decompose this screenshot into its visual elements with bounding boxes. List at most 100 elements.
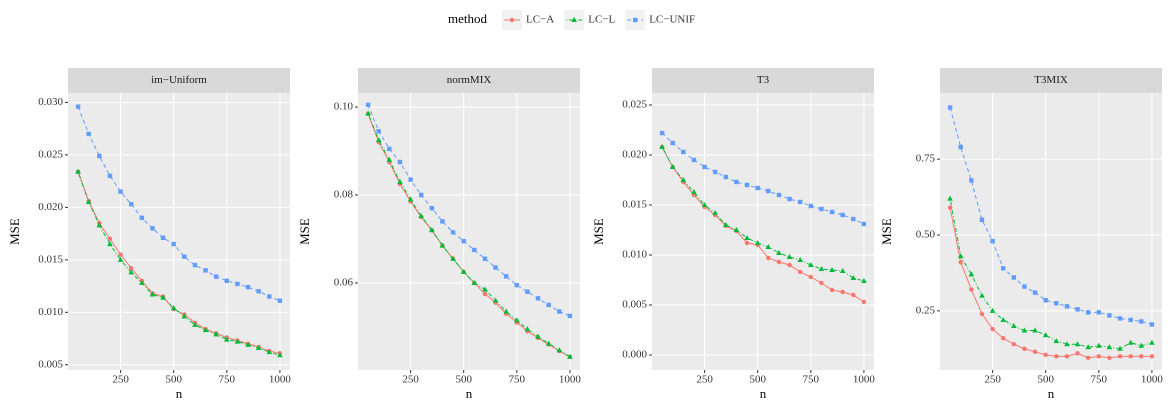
- y-tick-label: 0.000: [622, 349, 647, 361]
- point: [182, 254, 187, 259]
- point: [567, 353, 573, 359]
- point: [723, 174, 729, 180]
- legend-label: LC−A: [526, 14, 554, 26]
- point: [957, 253, 964, 259]
- point: [139, 215, 145, 221]
- line: [77, 106, 281, 302]
- point: [754, 240, 761, 245]
- y-tick-label: 0.020: [38, 201, 63, 213]
- point: [776, 192, 782, 198]
- point: [829, 287, 835, 293]
- point: [386, 156, 393, 162]
- point: [1022, 284, 1027, 289]
- point: [1138, 342, 1145, 348]
- point: [1064, 354, 1070, 359]
- y-tick-label: 0.005: [38, 358, 63, 370]
- point: [471, 279, 478, 285]
- strip: [940, 68, 1162, 93]
- point: [1139, 354, 1144, 359]
- x-tick-label: 750: [509, 374, 526, 386]
- point: [213, 274, 219, 279]
- point: [713, 169, 718, 175]
- point: [266, 349, 273, 355]
- point: [557, 309, 562, 314]
- point: [450, 255, 456, 261]
- point: [245, 341, 251, 347]
- point: [1011, 275, 1017, 280]
- point: [1032, 349, 1038, 354]
- point: [702, 164, 707, 170]
- x-tick-label: 500: [1037, 374, 1054, 386]
- point: [1095, 342, 1102, 348]
- point: [546, 302, 551, 308]
- y-tick-label: 0.75: [916, 153, 936, 165]
- point: [223, 336, 230, 342]
- line: [949, 198, 1153, 350]
- y-tick-label: 0.010: [38, 306, 63, 318]
- x-tick-label: 250: [984, 374, 1001, 386]
- point: [429, 227, 435, 233]
- point: [808, 203, 813, 209]
- point: [744, 240, 750, 246]
- point: [513, 317, 520, 323]
- point: [979, 217, 985, 223]
- point: [460, 268, 467, 274]
- point: [203, 268, 208, 273]
- x-tick-label: 1000: [269, 374, 292, 386]
- point: [171, 241, 176, 247]
- point: [1001, 335, 1006, 341]
- point: [807, 262, 814, 267]
- series: [75, 104, 283, 303]
- panel-background: [68, 93, 290, 370]
- point: [755, 185, 760, 191]
- point: [118, 252, 123, 257]
- point: [1043, 352, 1048, 358]
- point: [571, 17, 578, 22]
- point: [1096, 354, 1101, 359]
- point: [701, 202, 708, 207]
- series: [365, 102, 573, 319]
- point: [192, 262, 198, 268]
- y-axis-title: MSE: [7, 218, 22, 245]
- point: [979, 311, 985, 317]
- point: [969, 287, 974, 292]
- point: [723, 222, 729, 227]
- legend-title: method: [448, 11, 487, 26]
- x-tick-label: 500: [455, 374, 472, 386]
- point: [97, 153, 102, 159]
- point: [202, 327, 209, 333]
- y-tick-label: 0.030: [38, 96, 63, 108]
- point: [75, 168, 81, 174]
- panel-background: [652, 93, 874, 370]
- point: [482, 291, 488, 297]
- point: [734, 179, 739, 185]
- series: [947, 105, 1155, 327]
- point: [503, 308, 509, 314]
- point: [85, 199, 92, 205]
- point: [1032, 290, 1038, 295]
- point: [851, 292, 856, 298]
- point: [1128, 354, 1133, 359]
- point: [1042, 332, 1049, 338]
- point: [397, 159, 403, 165]
- y-tick-label: 0.50: [916, 229, 936, 241]
- point: [808, 274, 813, 280]
- point: [990, 238, 995, 244]
- point: [712, 210, 719, 215]
- point: [107, 236, 113, 242]
- series: [947, 195, 1155, 351]
- y-axis-title: MSE: [297, 218, 312, 245]
- point: [797, 199, 803, 205]
- point: [947, 105, 953, 110]
- strip: [358, 68, 580, 93]
- point: [1149, 339, 1155, 345]
- point: [503, 274, 509, 279]
- point: [1064, 341, 1070, 347]
- point: [840, 289, 845, 295]
- point: [397, 178, 403, 184]
- point: [129, 266, 134, 271]
- point: [1085, 355, 1091, 361]
- point: [990, 326, 995, 332]
- point: [786, 254, 793, 259]
- point: [829, 209, 835, 215]
